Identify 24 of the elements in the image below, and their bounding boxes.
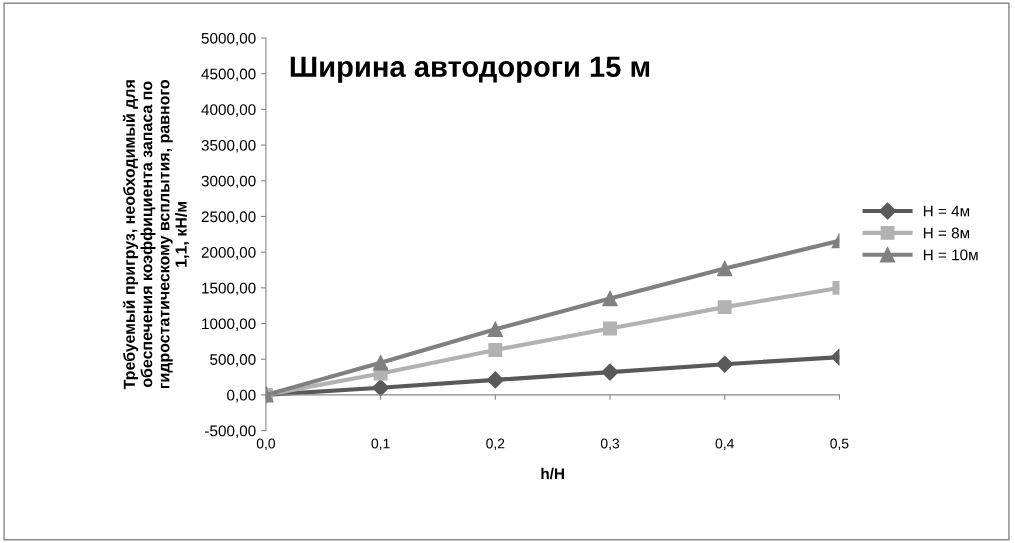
y-tick-label: 3500,00 xyxy=(201,139,256,153)
y-tick-label: 1500,00 xyxy=(202,282,256,296)
y-tick-label: 2000,00 xyxy=(201,247,256,260)
y-tick-label: 3000,00 xyxy=(201,175,256,189)
y-tick-label: 500,00 xyxy=(210,354,256,367)
y-tick-label: 0,00 xyxy=(227,389,256,403)
y-tick-label: 5000,00 xyxy=(201,32,256,46)
y-tick-label: -500,00 xyxy=(205,425,256,439)
x-tick-label: 0,4 xyxy=(715,438,734,451)
x-axis-title: h/H xyxy=(541,467,564,480)
y-tick-label: 2500,00 xyxy=(201,211,256,224)
y-tick-label: 1000,00 xyxy=(202,318,256,332)
x-tick-label: 0,2 xyxy=(486,438,505,451)
legend-label: H = 8м xyxy=(923,227,970,239)
x-tick-label: 0,0 xyxy=(256,438,276,451)
x-tick-label: 0,1 xyxy=(371,438,390,451)
legend-label: H = 10м xyxy=(923,249,978,261)
text: Ширина автодороги 15 м xyxy=(290,56,650,83)
legend-label: H = 4м xyxy=(923,205,970,217)
x-tick-label: 0,3 xyxy=(600,438,620,451)
y-tick-label: 4500,00 xyxy=(201,68,256,82)
y-tick-label: 4000,00 xyxy=(201,104,256,117)
y-axis-title: Требуемый пригруз, необходимый для обеспечения коэффициента запаса по гидростатическому всплытия, равного 1,1, кН/м xyxy=(122,80,190,390)
x-tick-label: 0,5 xyxy=(830,438,849,451)
